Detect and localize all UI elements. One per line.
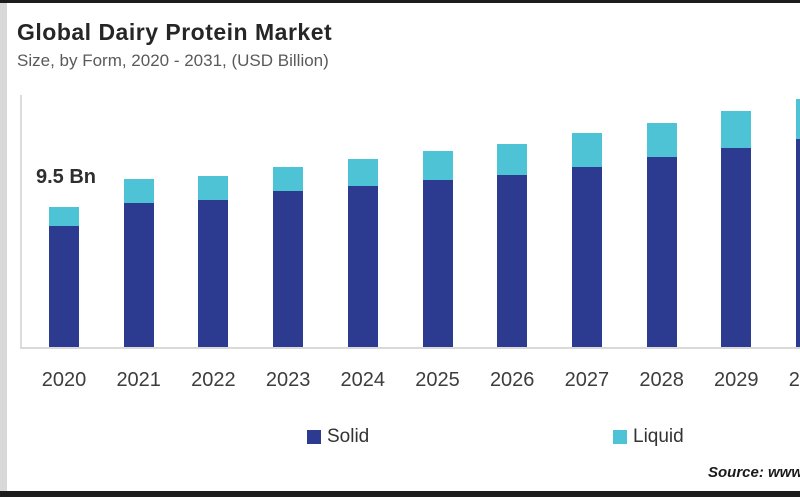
top-border [0, 0, 800, 3]
bar-segment-solid-2030 [796, 139, 800, 347]
bar-2022 [198, 176, 229, 347]
bar-segment-solid-2026 [497, 175, 528, 347]
bar-segment-solid-2023 [273, 191, 304, 347]
bar-2025 [422, 151, 453, 347]
bar-segment-liquid-2025 [422, 151, 453, 180]
bar-segment-solid-2025 [422, 180, 453, 347]
bar-2027 [571, 133, 602, 347]
bar-2023 [273, 167, 304, 347]
legend-item-solid: Solid [307, 426, 369, 448]
plot-area [49, 99, 800, 347]
x-axis-label-2025: 2025 [415, 369, 460, 391]
x-axis-label-2023: 2023 [265, 369, 311, 391]
x-axis-label-2024: 2024 [340, 369, 386, 391]
x-axis-label-2028: 2028 [639, 369, 684, 391]
left-edge-strip [0, 3, 7, 491]
bar-2030 [796, 99, 800, 347]
bar-segment-solid-2020 [49, 226, 79, 347]
first-bar-value-label: 9.5 Bn [36, 166, 97, 188]
liquid-swatch-icon [613, 430, 627, 444]
legend-label-liquid: Liquid [633, 426, 684, 447]
x-axis-label-2022: 2022 [191, 369, 236, 391]
bar-segment-liquid-2026 [497, 144, 528, 175]
legend-item-liquid: Liquid [613, 426, 684, 448]
x-axis-line [20, 347, 800, 349]
bar-segment-liquid-2021 [123, 179, 154, 203]
bar-segment-liquid-2028 [646, 123, 677, 157]
bar-segment-liquid-2024 [347, 159, 378, 186]
bar-segment-solid-2021 [123, 203, 154, 347]
bar-segment-solid-2024 [347, 186, 378, 347]
chart-title: Global Dairy Protein Market [17, 19, 333, 45]
bar-2020 [49, 207, 79, 347]
bar-segment-solid-2028 [646, 157, 677, 347]
bar-segment-liquid-2022 [198, 176, 229, 200]
x-axis-label-2021: 2021 [116, 369, 161, 391]
bar-2021 [123, 179, 154, 347]
bar-segment-liquid-2029 [721, 111, 752, 148]
x-axis-label-2026: 2026 [489, 369, 535, 391]
x-axis-label-2029: 2029 [714, 369, 759, 391]
bottom-border [0, 491, 800, 497]
bar-2029 [721, 111, 752, 347]
solid-swatch-icon [307, 430, 321, 444]
bar-segment-liquid-2030 [796, 99, 800, 139]
bar-segment-liquid-2020 [49, 207, 79, 226]
bar-2028 [646, 123, 677, 347]
bar-segment-liquid-2027 [571, 133, 602, 167]
bar-2024 [347, 159, 378, 347]
x-axis-label-2030: 2030 [788, 369, 800, 391]
source-attribution: Source: www [708, 464, 800, 481]
bar-2026 [497, 144, 528, 347]
legend-label-solid: Solid [327, 426, 370, 447]
bar-segment-solid-2029 [721, 148, 752, 347]
bar-segment-solid-2027 [571, 167, 602, 347]
chart-subtitle: Size, by Form, 2020 - 2031, (USD Billion… [17, 51, 329, 70]
bar-segment-solid-2022 [198, 200, 229, 347]
bar-segment-liquid-2023 [273, 167, 304, 191]
y-axis-line [20, 95, 22, 348]
x-axis-labels: 2020 2021 2022 2023 2024 2025 2026 2027 2028 2029… [0, 369, 800, 393]
x-axis-label-2027: 2027 [564, 369, 610, 391]
x-axis-label-2020: 2020 [41, 369, 87, 391]
